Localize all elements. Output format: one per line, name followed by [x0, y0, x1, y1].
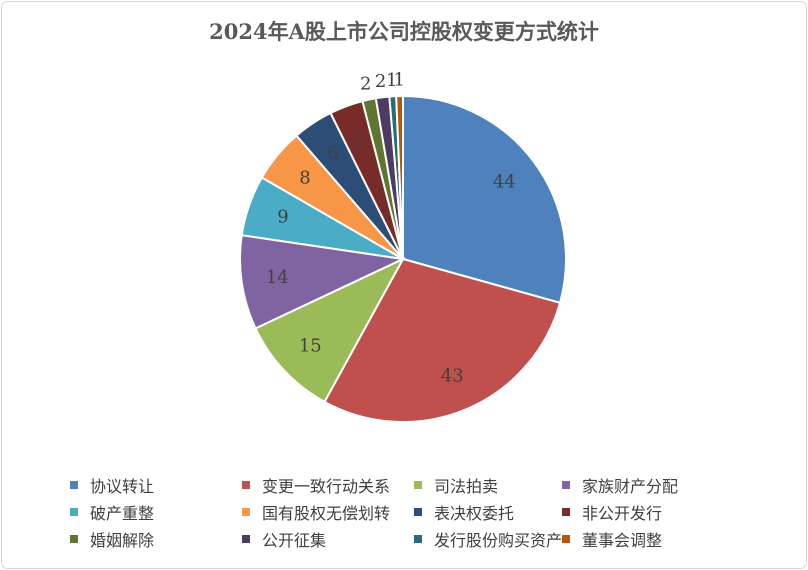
legend-item: 董事会调整 [562, 528, 742, 550]
legend-swatch [242, 480, 250, 489]
legend-item: 家族财产分配 [562, 474, 742, 496]
legend-item: 非公开发行 [562, 501, 742, 523]
data-label: 9 [277, 207, 288, 228]
data-label: 8 [299, 167, 310, 188]
legend-label: 婚姻解除 [90, 530, 155, 550]
data-label: 6 [327, 143, 338, 164]
data-label: 2 [375, 71, 386, 92]
legend-swatch [414, 534, 422, 543]
data-label: 14 [266, 267, 289, 288]
legend-item: 婚姻解除 [70, 528, 242, 550]
legend-swatch [242, 507, 250, 516]
legend-label: 国有股权无偿划转 [262, 503, 391, 523]
legend-item: 国有股权无偿划转 [242, 501, 414, 523]
legend-swatch [70, 480, 78, 489]
legend-swatch [562, 534, 570, 543]
legend-label: 家族财产分配 [582, 476, 679, 496]
legend-label: 董事会调整 [582, 530, 663, 550]
legend-item: 表决权委托 [414, 501, 562, 523]
legend-label: 表决权委托 [434, 503, 515, 523]
legend-swatch [562, 507, 570, 516]
pie-slice [254, 256, 406, 404]
data-label: 1 [386, 70, 397, 91]
data-label: 44 [493, 172, 516, 193]
legend-swatch [414, 480, 422, 489]
legend-label: 发行股份购买资产 [434, 530, 563, 550]
pie-slice [323, 257, 562, 423]
data-label: 5 [353, 129, 364, 150]
legend-item: 变更一致行动关系 [242, 474, 414, 496]
data-label: 15 [299, 336, 322, 357]
data-label: 1 [394, 70, 405, 91]
legend-label: 变更一致行动关系 [262, 476, 391, 496]
legend-item: 破产重整 [70, 501, 242, 523]
chart-legend: 协议转让 变更一致行动关系 司法拍卖 家族财产分配破产重整 国有股权无偿划转 表决权委托 非… [70, 474, 770, 550]
chart-title: 2024年A股上市公司控股权变更方式统计 [209, 19, 599, 44]
pie-slice [402, 94, 567, 305]
legend-label: 破产重整 [90, 503, 155, 523]
legend-label: 公开征集 [262, 530, 327, 550]
legend-swatch [562, 480, 570, 489]
pie-slice [239, 234, 407, 330]
data-label: 2 [360, 73, 371, 94]
legend-swatch [414, 507, 422, 516]
legend-item: 公开征集 [242, 528, 414, 550]
legend-item: 协议转让 [70, 474, 242, 496]
legend-label: 协议转让 [90, 476, 155, 496]
legend-swatch [70, 507, 78, 516]
data-label: 43 [441, 366, 464, 387]
legend-item: 司法拍卖 [414, 474, 562, 496]
legend-item: 发行股份购买资产 [414, 528, 563, 550]
legend-label: 非公开发行 [582, 503, 663, 523]
legend-swatch [242, 534, 250, 543]
legend-swatch [70, 534, 78, 543]
pie-slice [395, 94, 404, 260]
legend-label: 司法拍卖 [434, 476, 499, 496]
